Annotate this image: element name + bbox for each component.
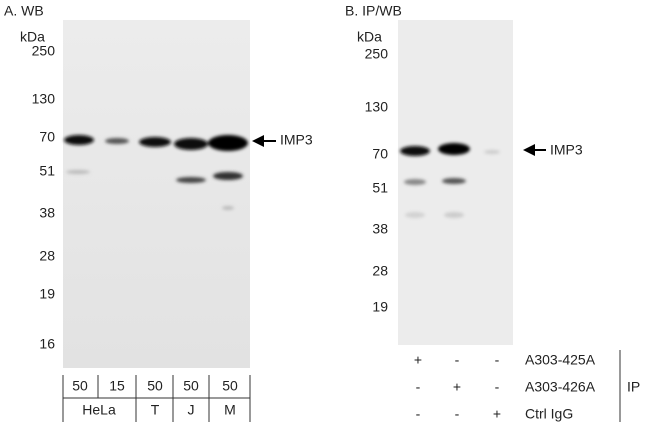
load-label: 15	[109, 378, 125, 394]
marker-label: 38	[39, 205, 55, 221]
bands-b	[400, 143, 500, 218]
sign: +	[453, 379, 461, 395]
sign: -	[495, 379, 500, 395]
sign: -	[416, 406, 421, 422]
marker-label: 51	[39, 163, 55, 179]
cell-line-label: HeLa	[82, 402, 116, 418]
load-label: 50	[147, 378, 163, 394]
load-label: 50	[183, 378, 199, 394]
load-label: 50	[72, 378, 88, 394]
group-label: IP	[627, 379, 640, 395]
target-label: IMP3	[550, 142, 583, 158]
panel-label: A. WB	[4, 3, 44, 19]
marker-label: 70	[372, 146, 388, 162]
marker-label: 16	[39, 336, 55, 352]
marker-label: 70	[39, 129, 55, 145]
marker-label: 130	[365, 99, 389, 115]
marker-label: 28	[39, 248, 55, 264]
antibody-label: A303-425A	[525, 352, 596, 368]
blot-a	[63, 20, 250, 368]
marker-label: 28	[372, 263, 388, 279]
target-label: IMP3	[280, 132, 313, 148]
sign: -	[455, 406, 460, 422]
unit-label: kDa	[20, 29, 45, 45]
marker-label: 130	[32, 91, 56, 107]
sign: +	[493, 406, 501, 422]
cell-line-label: J	[188, 402, 195, 418]
marker-label: 19	[39, 286, 55, 302]
marker-label: 51	[372, 180, 388, 196]
unit-label: kDa	[357, 29, 382, 45]
lane-table	[62, 350, 621, 422]
sign: -	[495, 352, 500, 368]
sign: +	[414, 352, 422, 368]
cell-line-label: T	[151, 402, 160, 418]
arrows	[252, 135, 546, 156]
sign: -	[455, 352, 460, 368]
marker-label: 38	[372, 221, 388, 237]
cell-line-label: M	[224, 402, 236, 418]
antibody-label: A303-426A	[525, 379, 596, 395]
antibody-label: Ctrl IgG	[525, 406, 573, 422]
marker-label: 250	[32, 43, 56, 59]
marker-label: 250	[365, 46, 389, 62]
sign: -	[416, 379, 421, 395]
marker-label: 19	[372, 299, 388, 315]
panel-label: B. IP/WB	[345, 3, 402, 19]
load-label: 50	[222, 378, 238, 394]
bands-a	[64, 135, 248, 210]
